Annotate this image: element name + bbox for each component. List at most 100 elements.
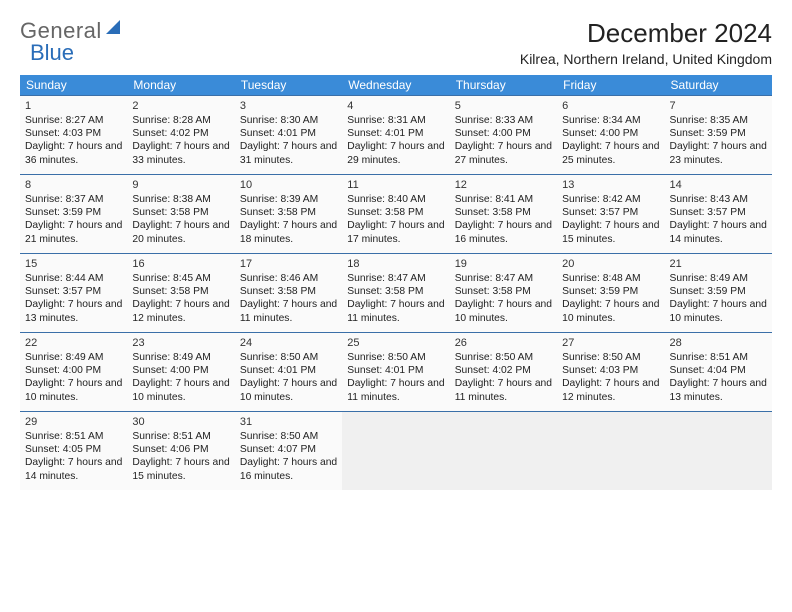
day-cell: 7Sunrise: 8:35 AMSunset: 3:59 PMDaylight… — [665, 96, 772, 174]
sunset-line: Sunset: 3:58 PM — [132, 285, 229, 298]
day-cell: 29Sunrise: 8:51 AMSunset: 4:05 PMDayligh… — [20, 412, 127, 490]
day-cell: 31Sunrise: 8:50 AMSunset: 4:07 PMDayligh… — [235, 412, 342, 490]
sunrise-line: Sunrise: 8:50 AM — [240, 351, 337, 364]
day-cell-empty — [342, 412, 449, 490]
day-number: 25 — [347, 336, 444, 350]
day-cell: 28Sunrise: 8:51 AMSunset: 4:04 PMDayligh… — [665, 333, 772, 411]
dow-cell: Tuesday — [235, 75, 342, 95]
day-cell: 18Sunrise: 8:47 AMSunset: 3:58 PMDayligh… — [342, 254, 449, 332]
sunset-line: Sunset: 4:06 PM — [132, 443, 229, 456]
sunset-line: Sunset: 4:00 PM — [132, 364, 229, 377]
day-cell: 20Sunrise: 8:48 AMSunset: 3:59 PMDayligh… — [557, 254, 664, 332]
day-number: 9 — [132, 178, 229, 192]
day-cell: 5Sunrise: 8:33 AMSunset: 4:00 PMDaylight… — [450, 96, 557, 174]
sunrise-line: Sunrise: 8:47 AM — [347, 272, 444, 285]
sunset-line: Sunset: 3:58 PM — [240, 206, 337, 219]
sunset-line: Sunset: 4:01 PM — [240, 127, 337, 140]
daylight-line: Daylight: 7 hours and 15 minutes. — [562, 219, 659, 245]
day-cell: 10Sunrise: 8:39 AMSunset: 3:58 PMDayligh… — [235, 175, 342, 253]
daylight-line: Daylight: 7 hours and 12 minutes. — [132, 298, 229, 324]
sunset-line: Sunset: 4:00 PM — [562, 127, 659, 140]
sunrise-line: Sunrise: 8:42 AM — [562, 193, 659, 206]
day-cell: 14Sunrise: 8:43 AMSunset: 3:57 PMDayligh… — [665, 175, 772, 253]
day-cell-empty — [557, 412, 664, 490]
day-number: 17 — [240, 257, 337, 271]
day-cell: 4Sunrise: 8:31 AMSunset: 4:01 PMDaylight… — [342, 96, 449, 174]
daylight-line: Daylight: 7 hours and 17 minutes. — [347, 219, 444, 245]
sunrise-line: Sunrise: 8:48 AM — [562, 272, 659, 285]
sunset-line: Sunset: 4:00 PM — [455, 127, 552, 140]
day-cell: 15Sunrise: 8:44 AMSunset: 3:57 PMDayligh… — [20, 254, 127, 332]
sunset-line: Sunset: 4:03 PM — [25, 127, 122, 140]
sunset-line: Sunset: 3:57 PM — [670, 206, 767, 219]
sunrise-line: Sunrise: 8:49 AM — [132, 351, 229, 364]
sunrise-line: Sunrise: 8:50 AM — [347, 351, 444, 364]
daylight-line: Daylight: 7 hours and 15 minutes. — [132, 456, 229, 482]
daylight-line: Daylight: 7 hours and 14 minutes. — [25, 456, 122, 482]
day-number: 1 — [25, 99, 122, 113]
day-number: 29 — [25, 415, 122, 429]
sunrise-line: Sunrise: 8:38 AM — [132, 193, 229, 206]
day-number: 18 — [347, 257, 444, 271]
daylight-line: Daylight: 7 hours and 33 minutes. — [132, 140, 229, 166]
sunset-line: Sunset: 4:04 PM — [670, 364, 767, 377]
day-number: 21 — [670, 257, 767, 271]
sunset-line: Sunset: 3:57 PM — [562, 206, 659, 219]
logo-sail-icon — [104, 18, 124, 44]
sunset-line: Sunset: 3:59 PM — [670, 127, 767, 140]
day-cell: 30Sunrise: 8:51 AMSunset: 4:06 PMDayligh… — [127, 412, 234, 490]
day-number: 31 — [240, 415, 337, 429]
week-row: 8Sunrise: 8:37 AMSunset: 3:59 PMDaylight… — [20, 174, 772, 253]
sunrise-line: Sunrise: 8:37 AM — [25, 193, 122, 206]
sunset-line: Sunset: 3:59 PM — [670, 285, 767, 298]
sunrise-line: Sunrise: 8:46 AM — [240, 272, 337, 285]
day-cell: 9Sunrise: 8:38 AMSunset: 3:58 PMDaylight… — [127, 175, 234, 253]
sunrise-line: Sunrise: 8:27 AM — [25, 114, 122, 127]
sunrise-line: Sunrise: 8:51 AM — [25, 430, 122, 443]
day-cell: 11Sunrise: 8:40 AMSunset: 3:58 PMDayligh… — [342, 175, 449, 253]
day-number: 12 — [455, 178, 552, 192]
sunset-line: Sunset: 3:58 PM — [455, 285, 552, 298]
week-row: 22Sunrise: 8:49 AMSunset: 4:00 PMDayligh… — [20, 332, 772, 411]
daylight-line: Daylight: 7 hours and 13 minutes. — [25, 298, 122, 324]
sunrise-line: Sunrise: 8:40 AM — [347, 193, 444, 206]
daylight-line: Daylight: 7 hours and 13 minutes. — [670, 377, 767, 403]
day-number: 13 — [562, 178, 659, 192]
sunset-line: Sunset: 4:05 PM — [25, 443, 122, 456]
sunset-line: Sunset: 3:58 PM — [347, 285, 444, 298]
sunrise-line: Sunrise: 8:31 AM — [347, 114, 444, 127]
sunset-line: Sunset: 3:58 PM — [455, 206, 552, 219]
day-number: 27 — [562, 336, 659, 350]
day-number: 26 — [455, 336, 552, 350]
day-number: 20 — [562, 257, 659, 271]
sunset-line: Sunset: 4:02 PM — [132, 127, 229, 140]
day-cell: 19Sunrise: 8:47 AMSunset: 3:58 PMDayligh… — [450, 254, 557, 332]
day-cell: 25Sunrise: 8:50 AMSunset: 4:01 PMDayligh… — [342, 333, 449, 411]
sunrise-line: Sunrise: 8:50 AM — [240, 430, 337, 443]
day-number: 2 — [132, 99, 229, 113]
sunset-line: Sunset: 3:59 PM — [25, 206, 122, 219]
sunset-line: Sunset: 3:57 PM — [25, 285, 122, 298]
sunrise-line: Sunrise: 8:45 AM — [132, 272, 229, 285]
daylight-line: Daylight: 7 hours and 23 minutes. — [670, 140, 767, 166]
daylight-line: Daylight: 7 hours and 36 minutes. — [25, 140, 122, 166]
day-number: 6 — [562, 99, 659, 113]
daylight-line: Daylight: 7 hours and 10 minutes. — [670, 298, 767, 324]
day-number: 11 — [347, 178, 444, 192]
daylight-line: Daylight: 7 hours and 10 minutes. — [25, 377, 122, 403]
day-number: 28 — [670, 336, 767, 350]
dow-cell: Friday — [557, 75, 664, 95]
sunrise-line: Sunrise: 8:41 AM — [455, 193, 552, 206]
day-number: 30 — [132, 415, 229, 429]
header: General December 2024 Kilrea, Northern I… — [20, 18, 772, 67]
day-cell: 8Sunrise: 8:37 AMSunset: 3:59 PMDaylight… — [20, 175, 127, 253]
day-cell: 23Sunrise: 8:49 AMSunset: 4:00 PMDayligh… — [127, 333, 234, 411]
week-row: 1Sunrise: 8:27 AMSunset: 4:03 PMDaylight… — [20, 95, 772, 174]
sunset-line: Sunset: 4:01 PM — [347, 364, 444, 377]
daylight-line: Daylight: 7 hours and 16 minutes. — [455, 219, 552, 245]
sunrise-line: Sunrise: 8:50 AM — [455, 351, 552, 364]
sunrise-line: Sunrise: 8:43 AM — [670, 193, 767, 206]
day-cell: 21Sunrise: 8:49 AMSunset: 3:59 PMDayligh… — [665, 254, 772, 332]
daylight-line: Daylight: 7 hours and 10 minutes. — [455, 298, 552, 324]
sunrise-line: Sunrise: 8:30 AM — [240, 114, 337, 127]
